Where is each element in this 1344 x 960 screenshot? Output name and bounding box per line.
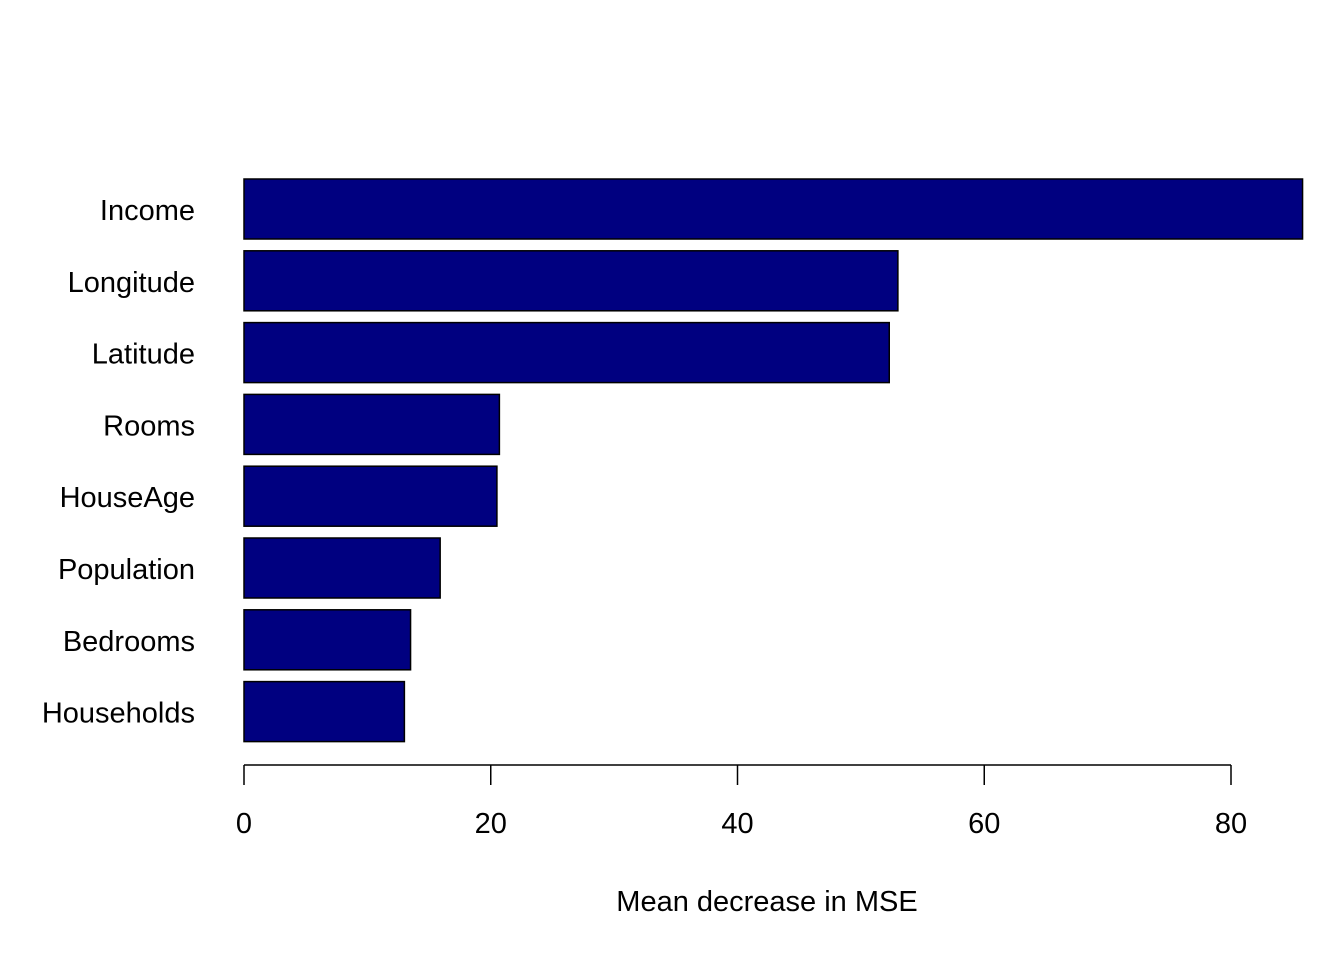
- x-axis-title: Mean decrease in MSE: [616, 886, 917, 918]
- category-labels: Income Longitude Latitude Rooms HouseAge Popu…: [42, 195, 195, 730]
- bar-houseage: [243, 465, 498, 527]
- bar-population: [243, 537, 441, 599]
- category-label-households: Households: [42, 698, 195, 730]
- x-tick-label-0: 0: [236, 808, 252, 840]
- category-label-rooms: Rooms: [103, 410, 195, 442]
- category-label-income: Income: [100, 195, 195, 227]
- category-label-bedrooms: Bedrooms: [63, 626, 195, 658]
- bar-income: [243, 178, 1304, 240]
- category-label-longitude: Longitude: [68, 267, 195, 299]
- category-label-houseage: HouseAge: [60, 482, 195, 514]
- x-tick-label-60: 60: [968, 808, 1000, 840]
- bar-bedrooms: [243, 609, 412, 671]
- bar-latitude: [243, 321, 891, 384]
- x-tick-label-20: 20: [475, 808, 507, 840]
- bar-longitude: [243, 250, 899, 312]
- x-tick-label-80: 80: [1215, 808, 1247, 840]
- bar-rooms: [243, 393, 501, 456]
- bar-households: [243, 680, 406, 743]
- category-label-latitude: Latitude: [92, 339, 195, 371]
- category-label-population: Population: [58, 554, 195, 586]
- bars-layer: [243, 178, 1304, 743]
- x-tick-label-40: 40: [721, 808, 753, 840]
- x-axis: 0 20 40 60 80: [236, 764, 1247, 840]
